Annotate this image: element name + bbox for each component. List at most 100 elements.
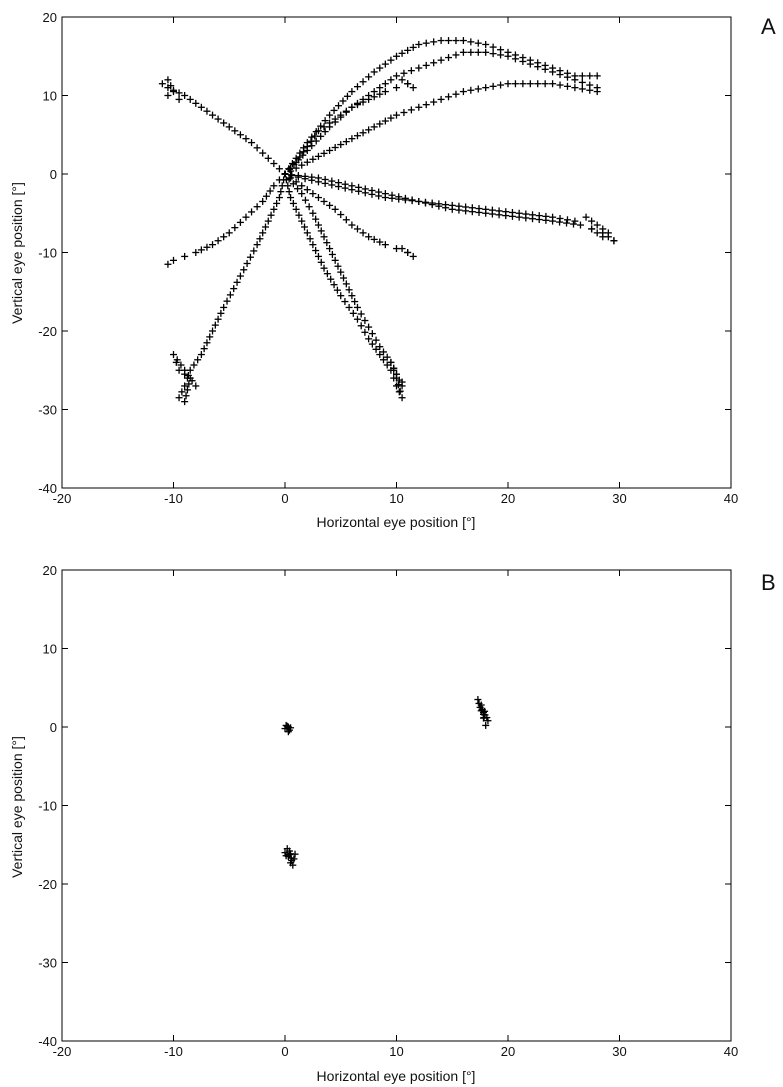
data-point-marker xyxy=(287,194,295,202)
x-tick-label: -20 xyxy=(53,1044,72,1059)
data-point-marker xyxy=(593,72,601,80)
data-point-marker xyxy=(563,69,571,77)
data-point-marker xyxy=(285,847,293,855)
data-point-marker xyxy=(381,194,389,202)
data-point-marker xyxy=(372,336,380,344)
data-point-marker xyxy=(345,303,353,311)
data-point-marker xyxy=(173,356,181,364)
data-point-marker xyxy=(348,88,356,96)
data-point-marker xyxy=(541,61,549,69)
data-point-marker xyxy=(529,215,537,223)
data-point-marker xyxy=(556,218,564,226)
data-point-marker xyxy=(381,60,389,68)
data-point-marker xyxy=(430,59,438,67)
data-point-marker xyxy=(242,135,250,143)
data-point-marker xyxy=(422,39,430,47)
data-point-marker xyxy=(578,78,586,86)
data-point-marker xyxy=(383,361,391,369)
data-point-marker xyxy=(398,378,406,386)
y-tick-label: -10 xyxy=(38,246,57,261)
data-point-marker xyxy=(294,185,302,193)
data-point-marker xyxy=(361,317,369,325)
data-point-marker xyxy=(348,186,356,194)
data-point-marker xyxy=(448,205,456,213)
data-point-marker xyxy=(323,239,331,247)
data-point-marker xyxy=(253,144,261,152)
data-point-marker xyxy=(599,229,607,237)
data-point-marker xyxy=(570,220,578,228)
data-point-marker xyxy=(303,229,311,237)
data-point-marker xyxy=(295,211,303,219)
data-point-marker xyxy=(290,161,298,169)
data-point-marker xyxy=(292,164,300,172)
data-markers xyxy=(158,37,618,406)
y-tick-label: -20 xyxy=(38,324,57,339)
y-tick-label: -20 xyxy=(38,877,57,892)
data-point-marker xyxy=(317,132,325,140)
data-point-marker xyxy=(164,76,172,84)
data-point-marker xyxy=(312,137,320,145)
data-point-marker xyxy=(185,380,193,388)
data-point-marker xyxy=(220,233,228,241)
data-point-marker xyxy=(407,67,415,75)
data-point-marker xyxy=(359,229,367,237)
data-point-marker xyxy=(586,86,594,94)
data-point-marker xyxy=(504,48,512,56)
data-point-marker xyxy=(225,123,233,131)
data-point-marker xyxy=(223,297,231,305)
data-point-marker xyxy=(400,109,408,117)
data-markers xyxy=(281,696,492,869)
data-point-marker xyxy=(437,37,445,45)
data-point-marker xyxy=(368,340,376,348)
data-point-marker xyxy=(192,249,200,256)
data-point-marker xyxy=(296,149,304,157)
x-tick-label: 30 xyxy=(612,1044,626,1059)
data-point-marker xyxy=(321,179,329,187)
data-point-marker xyxy=(314,221,322,229)
data-point-marker xyxy=(320,197,328,205)
data-point-marker xyxy=(462,207,470,215)
data-point-marker xyxy=(421,199,429,207)
data-point-marker xyxy=(170,351,177,359)
data-point-marker xyxy=(445,54,453,62)
data-point-marker xyxy=(480,714,488,722)
data-point-marker xyxy=(340,274,348,282)
x-tick-label: 10 xyxy=(389,491,403,506)
y-tick-label: -40 xyxy=(38,1034,57,1049)
data-point-marker xyxy=(482,721,490,729)
data-point-marker xyxy=(409,252,417,260)
data-point-marker xyxy=(256,235,264,243)
data-point-marker xyxy=(428,201,436,209)
data-point-marker xyxy=(301,223,309,231)
data-point-marker xyxy=(478,706,486,714)
data-point-marker xyxy=(303,146,311,154)
data-point-marker xyxy=(312,215,320,223)
data-point-marker xyxy=(435,202,443,210)
data-point-marker xyxy=(522,214,530,222)
data-point-marker xyxy=(357,310,365,318)
data-point-marker xyxy=(348,221,356,229)
data-point-marker xyxy=(393,84,400,92)
x-tick-label: 20 xyxy=(501,1044,515,1059)
data-point-marker xyxy=(477,707,485,715)
data-point-marker xyxy=(489,50,497,58)
data-point-marker xyxy=(593,88,601,96)
data-point-marker xyxy=(337,211,345,219)
data-point-marker xyxy=(337,292,345,300)
data-point-marker xyxy=(578,85,586,93)
panel-letter-b: B xyxy=(761,570,776,595)
data-point-marker xyxy=(400,69,408,77)
data-point-marker xyxy=(353,315,361,323)
data-point-marker xyxy=(243,259,251,267)
data-point-marker xyxy=(376,64,384,72)
data-point-marker xyxy=(323,270,331,278)
data-point-marker xyxy=(206,333,214,341)
data-point-marker xyxy=(273,199,281,207)
data-point-marker xyxy=(365,126,373,134)
data-point-marker xyxy=(415,64,423,72)
data-point-marker xyxy=(309,209,317,217)
x-axis-label: Horizontal eye position [°] xyxy=(317,514,476,530)
data-point-marker xyxy=(326,146,334,154)
data-point-marker xyxy=(259,149,267,157)
data-point-marker xyxy=(379,348,387,356)
